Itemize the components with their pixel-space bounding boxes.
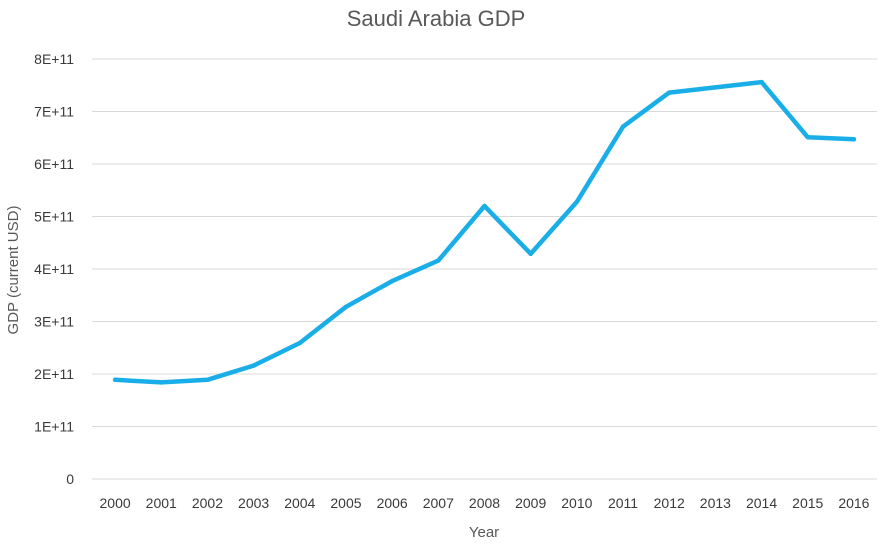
x-tick-label: 2010 [561, 495, 592, 511]
y-tick-label: 6E+11 [34, 156, 74, 172]
x-tick-label: 2006 [377, 495, 408, 511]
y-tick-label: 5E+11 [34, 209, 74, 225]
x-tick-label: 2014 [746, 495, 777, 511]
data-point [482, 203, 487, 209]
y-tick-label: 8E+11 [34, 51, 74, 67]
data-point [667, 90, 672, 95]
x-tick-label: 2003 [238, 495, 269, 511]
x-tick-label: 2002 [192, 495, 223, 511]
data-point [713, 85, 718, 90]
series-layer [112, 79, 857, 385]
data-point [851, 137, 857, 142]
data-point [620, 124, 626, 129]
x-tick-label: 2015 [792, 495, 823, 511]
x-tick-label: 2009 [515, 495, 546, 511]
x-tick-label: 2012 [654, 495, 685, 511]
data-point [436, 258, 441, 263]
x-tick-label: 2011 [608, 495, 638, 511]
x-tick-label: 2001 [146, 495, 177, 511]
x-axis-title: Year [469, 524, 499, 541]
data-point [112, 377, 118, 382]
x-tick-label: 2004 [284, 495, 315, 511]
data-point [528, 251, 533, 256]
data-point [389, 278, 395, 284]
series-line [112, 79, 857, 385]
x-tick-label: 2005 [330, 495, 361, 511]
data-point [574, 199, 580, 204]
x-tick-label: 2008 [469, 495, 500, 511]
data-point [159, 380, 164, 385]
data-point [251, 363, 256, 368]
y-tick-label: 4E+11 [34, 261, 74, 277]
x-tick-label: 2007 [423, 495, 454, 511]
data-point [759, 79, 764, 85]
data-point [297, 340, 302, 346]
x-axis-ticks: 2000 2001 2002 2003 2004 2005 2006 2007 2008 2009… [100, 495, 870, 511]
x-tick-label: 2016 [838, 495, 869, 511]
y-tick-label: 3E+11 [34, 314, 74, 330]
gridlines [92, 58, 877, 480]
y-tick-label: 1E+11 [34, 419, 74, 435]
y-tick-label: 2E+11 [34, 366, 74, 382]
x-tick-label: 2000 [100, 495, 131, 511]
y-tick-label: 0 [66, 471, 74, 487]
data-point [805, 135, 810, 140]
data-point [205, 377, 210, 382]
data-point [343, 304, 349, 309]
y-axis-ticks: 0 1E+11 2E+11 3E+11 4E+11 5E+11 6E+11 7E+11 8E+1… [34, 51, 74, 487]
y-tick-label: 7E+11 [34, 104, 74, 120]
x-tick-label: 2013 [700, 495, 731, 511]
y-axis-title: GDP (current USD) [5, 206, 22, 335]
chart-title: Saudi Arabia GDP [347, 6, 526, 31]
